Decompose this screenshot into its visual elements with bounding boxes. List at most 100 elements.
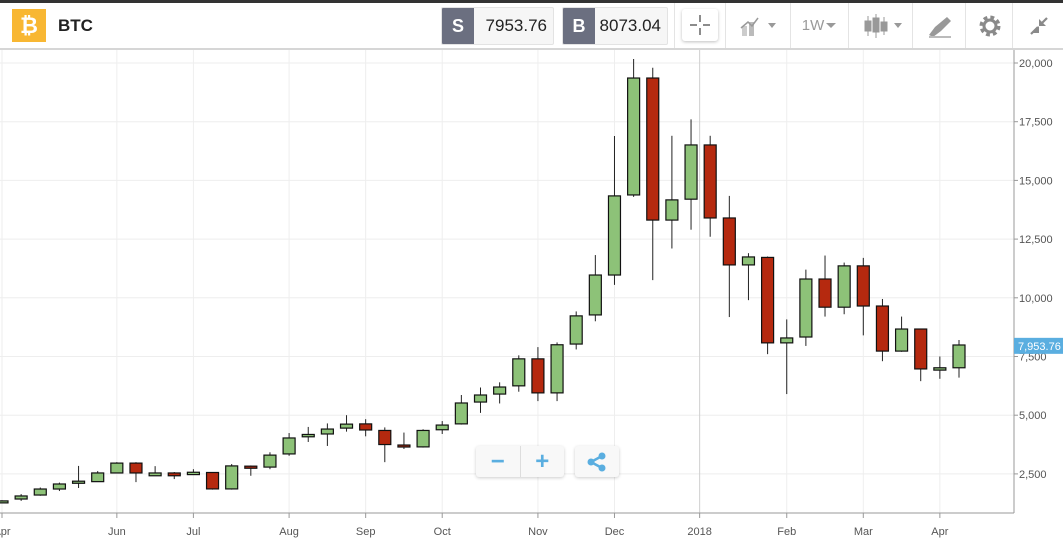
candle-body: [186, 471, 200, 476]
candle: [856, 257, 870, 336]
candle-body: [493, 386, 507, 395]
draw-icon: [929, 16, 951, 38]
candle: [933, 356, 947, 379]
window-top-border: [0, 0, 1063, 3]
candle-body: [569, 315, 583, 345]
sell-label: S: [442, 8, 474, 44]
candle-body: [397, 444, 411, 448]
candle-body: [837, 265, 851, 308]
candle-body: [684, 144, 698, 200]
candle: [646, 67, 660, 281]
last-price-tag: [1014, 337, 1063, 354]
candle: [244, 465, 258, 476]
candle: [205, 471, 220, 490]
draw-tools-button[interactable]: [918, 3, 960, 48]
candle-body: [646, 77, 660, 221]
x-tick-label: Apr: [931, 526, 948, 538]
candle: [531, 347, 545, 402]
x-tick-label: Jun: [108, 526, 126, 538]
candle-body: [512, 358, 526, 387]
candle-body: [320, 428, 334, 435]
candle-style-button[interactable]: [855, 3, 910, 48]
candle: [780, 319, 794, 395]
zoom-out-button[interactable]: −: [476, 446, 521, 477]
candle: [282, 433, 296, 456]
candle-body: [531, 358, 545, 394]
x-tick-label: Apr: [0, 526, 11, 538]
candle-body: [894, 328, 909, 352]
candle: [454, 395, 468, 425]
candle: [875, 298, 890, 362]
sell-button[interactable]: S 7953.76: [441, 7, 554, 45]
candle: [512, 355, 526, 392]
candle-body: [225, 465, 239, 490]
x-tick-label: Aug: [279, 526, 299, 538]
zoom-in-button[interactable]: +: [535, 447, 550, 475]
candle: [167, 472, 181, 480]
candle-body: [148, 472, 162, 477]
candle-body: [71, 480, 86, 484]
candle-body: [435, 424, 449, 431]
candle: [416, 429, 430, 448]
candle: [665, 135, 679, 249]
candle-body: [588, 274, 602, 316]
candle-body: [416, 429, 430, 448]
gear-icon: [979, 15, 1001, 36]
candles: [0, 59, 966, 504]
collapse-icon: [1030, 16, 1048, 35]
candle: [914, 328, 928, 382]
candle: [52, 482, 67, 492]
candle: [186, 469, 200, 476]
candle-body: [952, 344, 966, 369]
collapse-button[interactable]: [1018, 3, 1060, 48]
candle-body: [722, 217, 736, 266]
candle: [760, 256, 775, 355]
axes: 2,500 5,000 7,500 10,000 12,500 15,000 17,500 2…: [0, 50, 1063, 538]
candle: [684, 119, 698, 230]
share-icon: [587, 452, 606, 471]
candle: [818, 255, 832, 317]
x-tick-label: 2018: [687, 526, 711, 538]
candle: [894, 316, 909, 352]
candle-body: [14, 495, 28, 500]
settings-button[interactable]: [970, 3, 1010, 48]
x-tick-label: Sep: [356, 526, 376, 538]
candle-body: [875, 305, 890, 352]
y-tick-label: 15,000: [1019, 175, 1053, 187]
candle: [225, 464, 239, 490]
candle-body: [129, 462, 143, 474]
candle-body: [205, 471, 220, 490]
candle: [569, 311, 583, 350]
candle-body: [914, 328, 928, 370]
crosshair-icon: [690, 15, 710, 35]
divider: [912, 3, 913, 48]
candle-body: [741, 256, 756, 266]
candle: [0, 500, 9, 504]
timeframe-dropdown[interactable]: 1W: [797, 3, 843, 48]
candle-body: [244, 465, 258, 469]
y-tick-label: 12,500: [1019, 234, 1053, 246]
candle-body: [818, 278, 832, 308]
candle: [33, 487, 47, 496]
candle: [320, 423, 334, 446]
buy-button[interactable]: B 8073.04: [562, 7, 668, 45]
y-tick-label: 10,000: [1019, 293, 1053, 305]
candle: [741, 253, 756, 301]
buy-label: B: [563, 8, 595, 44]
candle: [588, 255, 602, 322]
chart-type-button[interactable]: [735, 3, 785, 48]
candle-body: [665, 199, 679, 221]
crosshair-button[interactable]: [682, 9, 718, 41]
candle-body: [607, 195, 622, 276]
candle-body: [339, 423, 354, 429]
candle-body: [627, 77, 641, 196]
candle-body: [167, 472, 181, 477]
candle: [493, 382, 507, 404]
candle-body: [454, 402, 468, 425]
candle-body: [703, 144, 717, 219]
share-button[interactable]: [575, 446, 619, 477]
candle-body: [282, 437, 296, 455]
bitcoin-icon: ₿: [12, 9, 46, 42]
divider: [674, 3, 675, 48]
